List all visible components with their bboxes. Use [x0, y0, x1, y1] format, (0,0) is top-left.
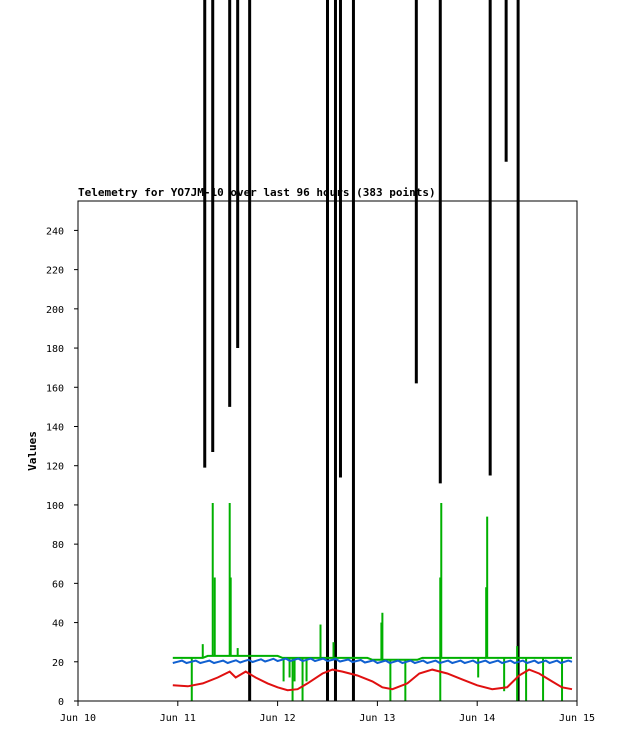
y-tick-label: 60 [52, 579, 64, 590]
chart-title: Telemetry for YO7JM-10 over last 96 hour… [78, 186, 436, 199]
y-tick-label: 160 [46, 383, 64, 394]
y-tick-label: 100 [46, 501, 64, 512]
plot-frame [77, 200, 578, 702]
y-tick-label: 40 [52, 619, 64, 630]
y-tick-label: 120 [46, 462, 64, 473]
x-tick-label: Jun 10 [60, 713, 96, 724]
y-tick-label: 200 [46, 305, 64, 316]
x-tick-label: Jun 11 [160, 713, 196, 724]
x-tick-label: Jun 15 [559, 713, 595, 724]
x-tick-label: Jun 13 [359, 713, 395, 724]
series-red-line [172, 668, 573, 692]
y-tick-label: 240 [46, 226, 64, 237]
x-tick-label: Jun 14 [459, 713, 495, 724]
y-tick-label: 140 [46, 422, 64, 433]
axis-layer: 0 20 40 60 80 100 120 140 160 180 200 220 240 Jun 10 J… [46, 226, 595, 724]
y-tick-label: 80 [52, 540, 64, 551]
series-layer [172, 0, 573, 701]
series-blue-line [172, 657, 573, 665]
y-tick-label: 20 [52, 658, 64, 669]
y-tick-label: 180 [46, 344, 64, 355]
y-tick-label: 220 [46, 266, 64, 277]
y-tick-label: 0 [58, 697, 64, 708]
y-axis-label: Values [26, 431, 39, 471]
x-tick-label: Jun 12 [260, 713, 296, 724]
series-green-line [172, 654, 572, 661]
